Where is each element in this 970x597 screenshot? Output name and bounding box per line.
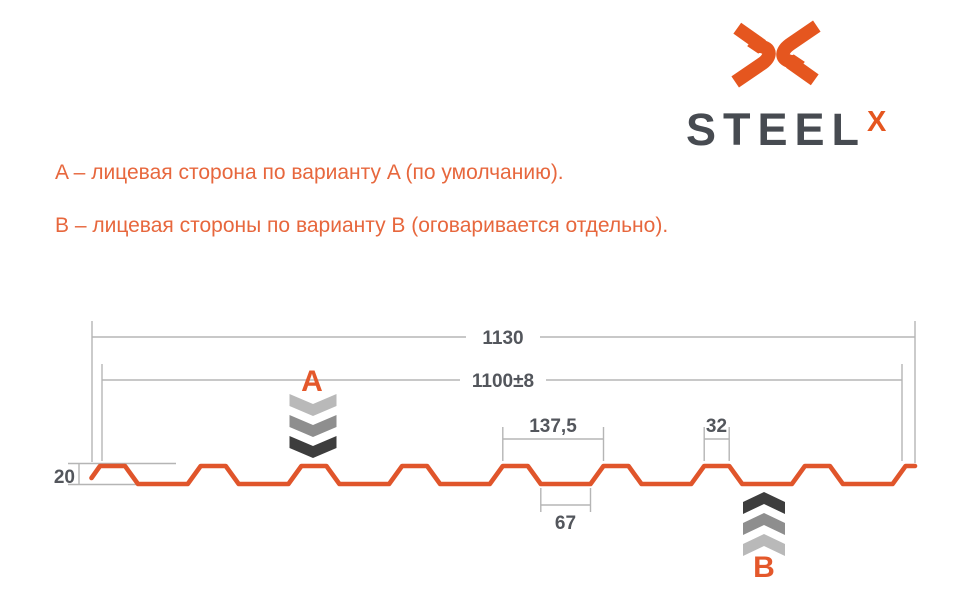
dim-rib-pitch-label: 137,5 — [529, 416, 577, 437]
dim-height-label: 20 — [54, 467, 75, 488]
dim-working-width-label: 1100±8 — [472, 371, 534, 392]
dim-valley-ticks — [540, 488, 592, 512]
marker-a-chevron-3 — [289, 436, 337, 458]
marker-b-chevron-3 — [743, 534, 785, 556]
marker-a-chevron-1 — [289, 394, 337, 416]
marker-a-chevron-2 — [289, 415, 337, 437]
marker-side-a: A — [289, 365, 337, 458]
marker-a-letter: A — [301, 365, 323, 398]
logo-text-x: X — [867, 106, 887, 138]
logo-hook-lower — [731, 39, 776, 88]
sheet-profile-outline — [89, 463, 918, 487]
marker-b-chevron-1 — [743, 492, 785, 514]
marker-side-b: B — [743, 492, 785, 584]
dim-valley-label: 67 — [555, 513, 576, 534]
dim-overall-width-label: 1130 — [482, 328, 523, 349]
dim-rib-top-label: 32 — [706, 416, 727, 437]
marker-b-letter: B — [753, 551, 775, 584]
steelx-wordmark: STEELX — [686, 104, 886, 156]
note-variant-b: B – лицевая стороны по варианту B (огова… — [55, 214, 669, 237]
steelx-x-icon — [731, 20, 821, 88]
marker-b-chevron-2 — [743, 513, 785, 535]
logo-arm-bottom-right — [786, 56, 819, 86]
dim-rib-top-ticks — [703, 427, 730, 461]
logo-text-steel: STEEL — [686, 104, 867, 155]
note-variant-a: A – лицевая сторона по варианту A (по ум… — [55, 161, 564, 184]
dim-rib-pitch-ticks — [502, 427, 605, 461]
